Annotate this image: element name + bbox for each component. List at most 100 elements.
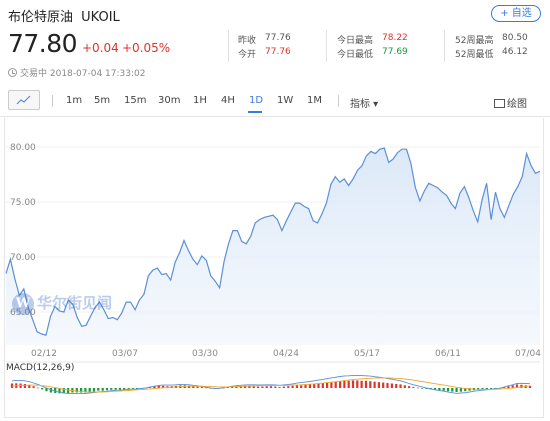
timeframe-1d[interactable]: 1D <box>249 95 264 106</box>
macd-histogram-bar <box>287 386 290 388</box>
macd-histogram-bar <box>395 384 398 388</box>
macd-histogram-bar <box>131 388 134 389</box>
x-tick-label: 03/07 <box>112 349 138 359</box>
draw-tool-button[interactable]: 绘图 <box>494 95 527 110</box>
day-low-stat: 今日最低 77.69 <box>337 47 408 60</box>
y-tick-label: 65.00 <box>10 308 36 318</box>
timeframe-1h[interactable]: 1H <box>193 95 207 106</box>
macd-histogram-bar <box>351 380 355 388</box>
watermark-logo: W <box>12 293 34 315</box>
macd-histogram-bar <box>360 380 363 388</box>
macd-histogram-bar <box>490 388 493 389</box>
macd-histogram-bar <box>239 386 242 388</box>
macd-histogram-bar <box>114 388 117 390</box>
watermark-text: 华尔街见闻 <box>37 294 113 312</box>
x-tick-label: 07/04 <box>515 349 541 359</box>
x-tick-label: 02/12 <box>31 349 57 359</box>
x-tick-label: 03/30 <box>192 349 218 359</box>
instrument-name: 布伦特原油 <box>8 10 74 25</box>
macd-histogram-bar <box>326 382 329 388</box>
macd-histogram-bar <box>295 385 298 388</box>
macd-histogram-bar <box>421 388 424 389</box>
day-low-value: 77.69 <box>382 47 408 57</box>
macd-histogram-bar <box>58 388 61 394</box>
price-line <box>5 147 541 336</box>
week52-high-label: 52周最高 <box>455 36 494 46</box>
y-tick-label: 75.00 <box>10 198 36 208</box>
macd-histogram-bar <box>67 388 70 393</box>
instrument-code: UKOIL <box>81 10 120 25</box>
toolbar-bottom-border <box>0 116 550 117</box>
stats-divider <box>444 30 445 62</box>
macd-histogram-bar <box>528 385 532 388</box>
macd-histogram-bar <box>80 388 83 393</box>
draw-icon <box>494 99 505 108</box>
chart-type-button[interactable] <box>8 90 40 110</box>
macd-histogram-bar <box>507 386 510 388</box>
watermark: W 华尔街见闻 <box>12 292 112 315</box>
timeframe-5m[interactable]: 5m <box>94 95 111 106</box>
macd-histogram-bar <box>84 388 87 393</box>
macd-histogram-bar <box>334 381 337 388</box>
macd-histogram-bar <box>330 382 333 388</box>
price-change-percent: +0.05% <box>122 41 171 55</box>
timeframe-4h[interactable]: 4H <box>221 95 235 106</box>
macd-histogram-bar <box>222 387 225 389</box>
indicator-dropdown[interactable]: 指标 ▾ <box>350 99 379 110</box>
macd-histogram-bar <box>291 385 294 388</box>
macd-histogram-bar <box>261 386 264 388</box>
macd-histogram-bar <box>377 382 380 388</box>
macd-histogram-bar <box>412 387 415 388</box>
macd-histogram-bar <box>278 387 281 388</box>
macd-histogram-bar <box>105 388 109 391</box>
day-high-stat: 今日最高 78.22 <box>337 33 408 46</box>
chart-frame <box>4 118 544 418</box>
add-watchlist-button[interactable]: + 自选 <box>491 5 541 22</box>
day-high-value: 78.22 <box>382 33 408 43</box>
macd-histogram-bar <box>187 385 191 388</box>
draw-label: 绘图 <box>507 99 527 110</box>
macd-histogram-bar <box>308 384 311 388</box>
price-change: +0.04 <box>82 41 119 55</box>
macd-histogram-bar <box>62 388 65 394</box>
open-label: 今开 <box>238 50 257 60</box>
macd-histogram-bar <box>75 388 78 393</box>
macd-histogram-bar <box>256 386 260 388</box>
timeframe-30m[interactable]: 30m <box>158 95 181 106</box>
line-chart-icon <box>16 95 31 105</box>
macd-histogram-bar <box>200 387 203 388</box>
macd-histogram-bar <box>196 386 199 388</box>
timeframe-1w[interactable]: 1W <box>277 95 294 106</box>
macd-histogram-bar <box>269 386 273 388</box>
timeframe-1m[interactable]: 1m <box>66 95 83 106</box>
week52-low-value: 46.12 <box>502 47 528 57</box>
macd-histogram-bar <box>369 381 372 388</box>
macd-histogram-bar <box>97 388 100 391</box>
week52-low-stat: 52周最低 46.12 <box>455 47 528 60</box>
week52-high-stat: 52周最高 80.50 <box>455 33 528 46</box>
open-value: 77.76 <box>265 47 291 57</box>
macd-histogram-bar <box>248 385 251 388</box>
macd-histogram-bar <box>244 385 247 388</box>
timeframe-15m[interactable]: 15m <box>124 95 147 106</box>
day-low-label: 今日最低 <box>337 50 374 60</box>
macd-histogram-bar <box>92 388 96 392</box>
macd-histogram-bar <box>101 388 104 391</box>
trading-status-text: 交易中 2018-07-04 17:33:02 <box>20 69 146 79</box>
stats-divider <box>326 30 327 62</box>
macd-histogram-bar <box>127 388 130 389</box>
macd-histogram-bar <box>433 388 437 390</box>
timeframe-1mo[interactable]: 1M <box>307 95 322 106</box>
macd-histogram-bar <box>455 388 458 392</box>
macd-histogram-bar <box>515 384 519 388</box>
macd-histogram-bar <box>153 386 156 388</box>
macd-histogram-bar <box>364 380 368 388</box>
macd-histogram-bar <box>265 386 268 388</box>
macd-histogram-bar <box>382 382 385 388</box>
week52-high-value: 80.50 <box>502 33 528 43</box>
macd-histogram-bar <box>339 381 342 388</box>
macd-histogram-bar <box>373 381 376 388</box>
toolbar-divider <box>338 95 339 107</box>
instrument-title: 布伦特原油 UKOIL <box>8 6 120 25</box>
